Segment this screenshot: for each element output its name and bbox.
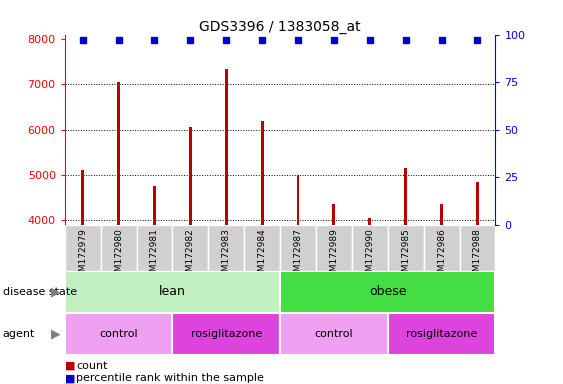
Bar xyxy=(261,121,263,225)
Bar xyxy=(65,313,172,355)
Text: count: count xyxy=(76,361,108,371)
Bar xyxy=(153,186,156,225)
Bar xyxy=(424,225,459,271)
Text: control: control xyxy=(315,329,353,339)
Bar xyxy=(117,82,120,225)
Bar xyxy=(65,271,280,313)
Text: GSM172979: GSM172979 xyxy=(78,228,87,283)
Bar xyxy=(459,225,495,271)
Title: GDS3396 / 1383058_at: GDS3396 / 1383058_at xyxy=(199,20,361,33)
Text: control: control xyxy=(99,329,138,339)
Bar xyxy=(137,225,172,271)
Text: ■: ■ xyxy=(65,373,75,383)
Bar xyxy=(316,225,352,271)
Text: GSM172984: GSM172984 xyxy=(258,228,267,283)
Text: GSM172985: GSM172985 xyxy=(401,228,410,283)
Bar xyxy=(440,204,443,225)
Text: obese: obese xyxy=(369,285,406,298)
Bar xyxy=(280,313,388,355)
Text: GSM172987: GSM172987 xyxy=(293,228,302,283)
Text: lean: lean xyxy=(159,285,186,298)
Text: GSM172988: GSM172988 xyxy=(473,228,482,283)
Text: ■: ■ xyxy=(65,361,75,371)
Text: GSM172982: GSM172982 xyxy=(186,228,195,283)
Bar xyxy=(81,170,84,225)
Bar xyxy=(208,225,244,271)
Text: GSM172989: GSM172989 xyxy=(329,228,338,283)
Text: GSM172981: GSM172981 xyxy=(150,228,159,283)
Text: disease state: disease state xyxy=(3,287,77,297)
Bar xyxy=(352,225,388,271)
Text: agent: agent xyxy=(3,329,35,339)
Text: rosiglitazone: rosiglitazone xyxy=(406,329,477,339)
Bar xyxy=(172,313,280,355)
Bar xyxy=(280,225,316,271)
Bar xyxy=(280,271,495,313)
Bar xyxy=(172,225,208,271)
Bar xyxy=(368,218,371,225)
Bar xyxy=(333,204,336,225)
Bar xyxy=(476,182,479,225)
Bar xyxy=(101,225,137,271)
Bar xyxy=(225,68,227,225)
Text: rosiglitazone: rosiglitazone xyxy=(191,329,262,339)
Text: GSM172983: GSM172983 xyxy=(222,228,231,283)
Bar xyxy=(388,225,424,271)
Bar xyxy=(297,175,300,225)
Text: GSM172980: GSM172980 xyxy=(114,228,123,283)
Bar xyxy=(388,313,495,355)
Bar xyxy=(244,225,280,271)
Text: GSM172986: GSM172986 xyxy=(437,228,446,283)
Text: ▶: ▶ xyxy=(51,328,61,341)
Bar xyxy=(189,127,192,225)
Text: ▶: ▶ xyxy=(51,285,61,298)
Text: percentile rank within the sample: percentile rank within the sample xyxy=(76,373,264,383)
Bar xyxy=(404,168,407,225)
Bar xyxy=(65,225,101,271)
Text: GSM172990: GSM172990 xyxy=(365,228,374,283)
